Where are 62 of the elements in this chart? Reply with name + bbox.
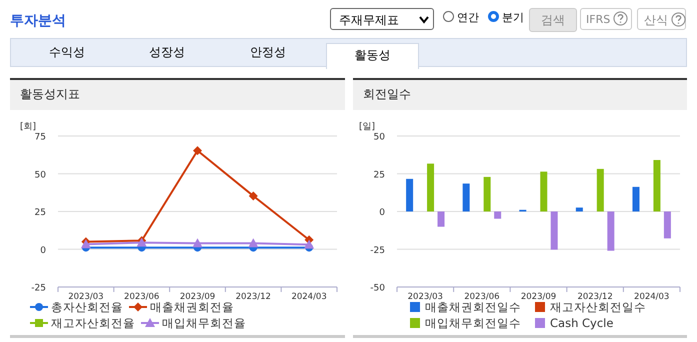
legend-label: 총자산회전율: [51, 300, 123, 314]
text: 투자분석: [10, 12, 66, 30]
chart-title: 활동성지표: [20, 86, 80, 103]
point: [192, 238, 202, 248]
bar: [607, 212, 614, 251]
bar: [596, 168, 604, 212]
point: [304, 240, 314, 249]
y-tick-label: 75: [34, 132, 46, 142]
y-axis-title: [일]: [359, 122, 376, 132]
bar: [576, 208, 583, 212]
point: [248, 238, 258, 248]
bar: [540, 172, 548, 212]
text: 산식: [637, 8, 686, 30]
x-tick-label: 2023/06: [124, 292, 160, 302]
legend-label: 매출채권회전일수: [425, 300, 521, 314]
text: 성장성: [148, 44, 186, 61]
x-tick-label: 2023/09: [520, 292, 556, 302]
x-tick-label: 2023/09: [180, 292, 216, 302]
legend-label: 재고자산회전일수: [550, 300, 646, 314]
y-tick-label: -25: [370, 246, 385, 256]
y-tick-label: 50: [34, 170, 46, 180]
y-axis-title: [회]: [20, 122, 36, 132]
y-tick-label: 0: [379, 208, 386, 218]
x-tick-label: 2023/03: [68, 292, 104, 302]
y-tick-label: -50: [370, 284, 386, 294]
y-tick-label: 0: [40, 246, 46, 256]
legend-label: 재고자산회전율: [51, 316, 135, 330]
x-tick-label: 2023/03: [408, 292, 443, 302]
bar: [484, 176, 491, 212]
bar: [462, 184, 470, 212]
y-tick-label: 25: [34, 208, 46, 218]
text: 활동성: [326, 43, 419, 69]
bar: [664, 212, 671, 238]
bar: [494, 212, 502, 219]
bar: [653, 160, 660, 212]
x-tick-label: 2023/06: [464, 292, 500, 302]
bar: [438, 212, 445, 227]
legend-label: Cash Cycle: [550, 316, 614, 330]
point: [248, 191, 258, 200]
text: 연간: [456, 10, 479, 25]
legend-label: 매입채무회전율: [162, 316, 246, 330]
y-tick-label: -25: [31, 284, 46, 294]
text: 주재무제표: [330, 8, 434, 30]
text: 검색: [529, 8, 577, 32]
text: 분기: [501, 10, 524, 25]
x-tick-label: 2023/12: [236, 292, 271, 302]
bar: [632, 186, 640, 212]
text: IFRS: [580, 8, 632, 30]
text: 안정성: [249, 44, 287, 61]
x-tick-label: 2023/12: [577, 292, 613, 302]
bar: [550, 212, 558, 250]
text: 수익성: [48, 44, 86, 61]
legend-label: 매입채무회전일수: [425, 316, 521, 330]
x-tick-label: 2024/03: [291, 292, 327, 302]
y-tick-label: 25: [374, 170, 385, 180]
chart-title: 회전일수: [363, 86, 411, 103]
point: [193, 146, 202, 156]
legend-label: 매출채권회전율: [150, 300, 234, 314]
x-tick-label: 2024/03: [634, 292, 670, 302]
bar: [406, 178, 414, 212]
bar: [427, 164, 434, 212]
y-tick-label: 50: [374, 132, 386, 142]
